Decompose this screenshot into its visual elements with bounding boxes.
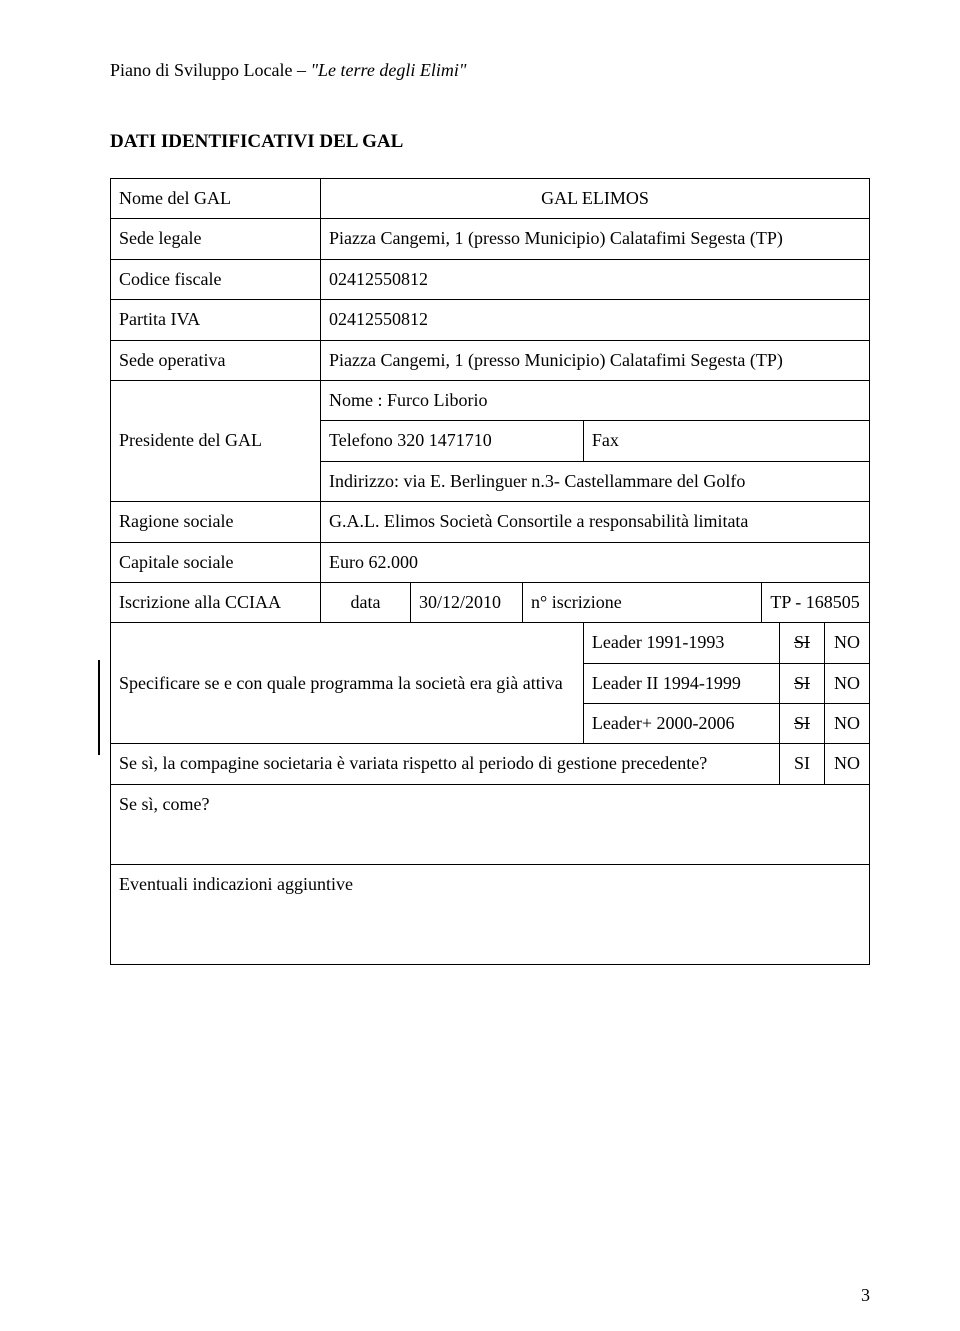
table-row: Presidente del GAL Telefono 320 1471710 … — [111, 421, 870, 461]
come-empty — [111, 824, 870, 864]
label-cciaa: Iscrizione alla CCIAA — [111, 582, 321, 622]
variata-no: NO — [825, 744, 870, 784]
table-row: Nome del GAL GAL ELIMOS — [111, 179, 870, 219]
value-partita-iva: 02412550812 — [321, 300, 870, 340]
value-sede-operativa: Piazza Cangemi, 1 (presso Municipio) Cal… — [321, 340, 870, 380]
label-partita-iva: Partita IVA — [111, 300, 321, 340]
value-codice-fiscale: 02412550812 — [321, 259, 870, 299]
label-eventuali: Eventuali indicazioni aggiuntive — [111, 864, 870, 904]
value-presidente-telefono: Telefono 320 1471710 — [321, 421, 584, 461]
label-presidente-empty — [111, 380, 321, 420]
gal-data-table: Nome del GAL GAL ELIMOS Sede legale Piaz… — [110, 178, 870, 965]
document-header: Piano di Sviluppo Locale – "Le terre deg… — [110, 60, 870, 81]
value-presidente-fax: Fax — [583, 421, 869, 461]
leader1-si: SI — [780, 623, 825, 663]
value-presidente-nome: Nome : Furco Liborio — [321, 380, 870, 420]
label-come: Se sì, come? — [111, 784, 870, 824]
label-codice-fiscale: Codice fiscale — [111, 259, 321, 299]
value-presidente-indirizzo: Indirizzo: via E. Berlinguer n.3- Castel… — [321, 461, 870, 501]
header-quoted: "Le terre degli Elimi" — [310, 60, 466, 80]
leader2-no: NO — [825, 663, 870, 703]
eventuali-empty — [111, 904, 870, 964]
label-presidente-empty2 — [111, 461, 321, 501]
cciaa-data-value: 30/12/2010 — [411, 582, 523, 622]
table-row: Se sì, come? — [111, 784, 870, 824]
label-presidente: Presidente del GAL — [111, 421, 321, 461]
label-programma: Specificare se e con quale programma la … — [111, 623, 584, 744]
table-row: Ragione sociale G.A.L. Elimos Società Co… — [111, 502, 870, 542]
label-capitale: Capitale sociale — [111, 542, 321, 582]
revision-bar — [98, 660, 100, 755]
table-row: Nome : Furco Liborio — [111, 380, 870, 420]
table-row — [111, 904, 870, 964]
table-row — [111, 824, 870, 864]
table-row: Se sì, la compagine societaria è variata… — [111, 744, 870, 784]
section-title: DATI IDENTIFICATIVI DEL GAL — [110, 131, 870, 153]
value-sede-legale: Piazza Cangemi, 1 (presso Municipio) Cal… — [321, 219, 870, 259]
value-ragione: G.A.L. Elimos Società Consortile a respo… — [321, 502, 870, 542]
table-row: Indirizzo: via E. Berlinguer n.3- Castel… — [111, 461, 870, 501]
cciaa-num-label: n° iscrizione — [523, 582, 762, 622]
leader2-label: Leader II 1994-1999 — [583, 663, 779, 703]
label-ragione: Ragione sociale — [111, 502, 321, 542]
leader3-si: SI — [780, 704, 825, 744]
label-sede-operativa: Sede operativa — [111, 340, 321, 380]
table-row: Capitale sociale Euro 62.000 — [111, 542, 870, 582]
leader3-no: NO — [825, 704, 870, 744]
variata-si: SI — [780, 744, 825, 784]
cciaa-num-value: TP - 168505 — [762, 582, 870, 622]
leader2-si: SI — [780, 663, 825, 703]
table-row: Sede operativa Piazza Cangemi, 1 (presso… — [111, 340, 870, 380]
leader1-no: NO — [825, 623, 870, 663]
table-row: Specificare se e con quale programma la … — [111, 623, 870, 663]
label-nome-gal: Nome del GAL — [111, 179, 321, 219]
table-row: Partita IVA 02412550812 — [111, 300, 870, 340]
table-row: Sede legale Piazza Cangemi, 1 (presso Mu… — [111, 219, 870, 259]
leader3-label: Leader+ 2000-2006 — [583, 704, 779, 744]
value-capitale: Euro 62.000 — [321, 542, 870, 582]
table-row: Codice fiscale 02412550812 — [111, 259, 870, 299]
table-row: Eventuali indicazioni aggiuntive — [111, 864, 870, 904]
label-sede-legale: Sede legale — [111, 219, 321, 259]
leader1-label: Leader 1991-1993 — [583, 623, 779, 663]
header-prefix: Piano di Sviluppo Locale – — [110, 60, 310, 80]
page-number: 3 — [861, 1285, 870, 1306]
cciaa-data-label: data — [321, 582, 411, 622]
table-row: Iscrizione alla CCIAA data 30/12/2010 n°… — [111, 582, 870, 622]
label-variata: Se sì, la compagine societaria è variata… — [111, 744, 780, 784]
value-nome-gal: GAL ELIMOS — [321, 179, 870, 219]
